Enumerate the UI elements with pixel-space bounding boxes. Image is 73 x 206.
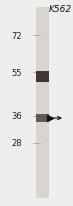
Text: 36: 36	[11, 112, 22, 121]
Text: 72: 72	[11, 32, 22, 41]
Bar	[36, 8, 49, 198]
Text: K562: K562	[48, 5, 71, 14]
Text: 28: 28	[11, 139, 22, 148]
Bar	[36, 71, 49, 83]
Bar	[36, 114, 49, 123]
Text: 55: 55	[11, 69, 22, 78]
